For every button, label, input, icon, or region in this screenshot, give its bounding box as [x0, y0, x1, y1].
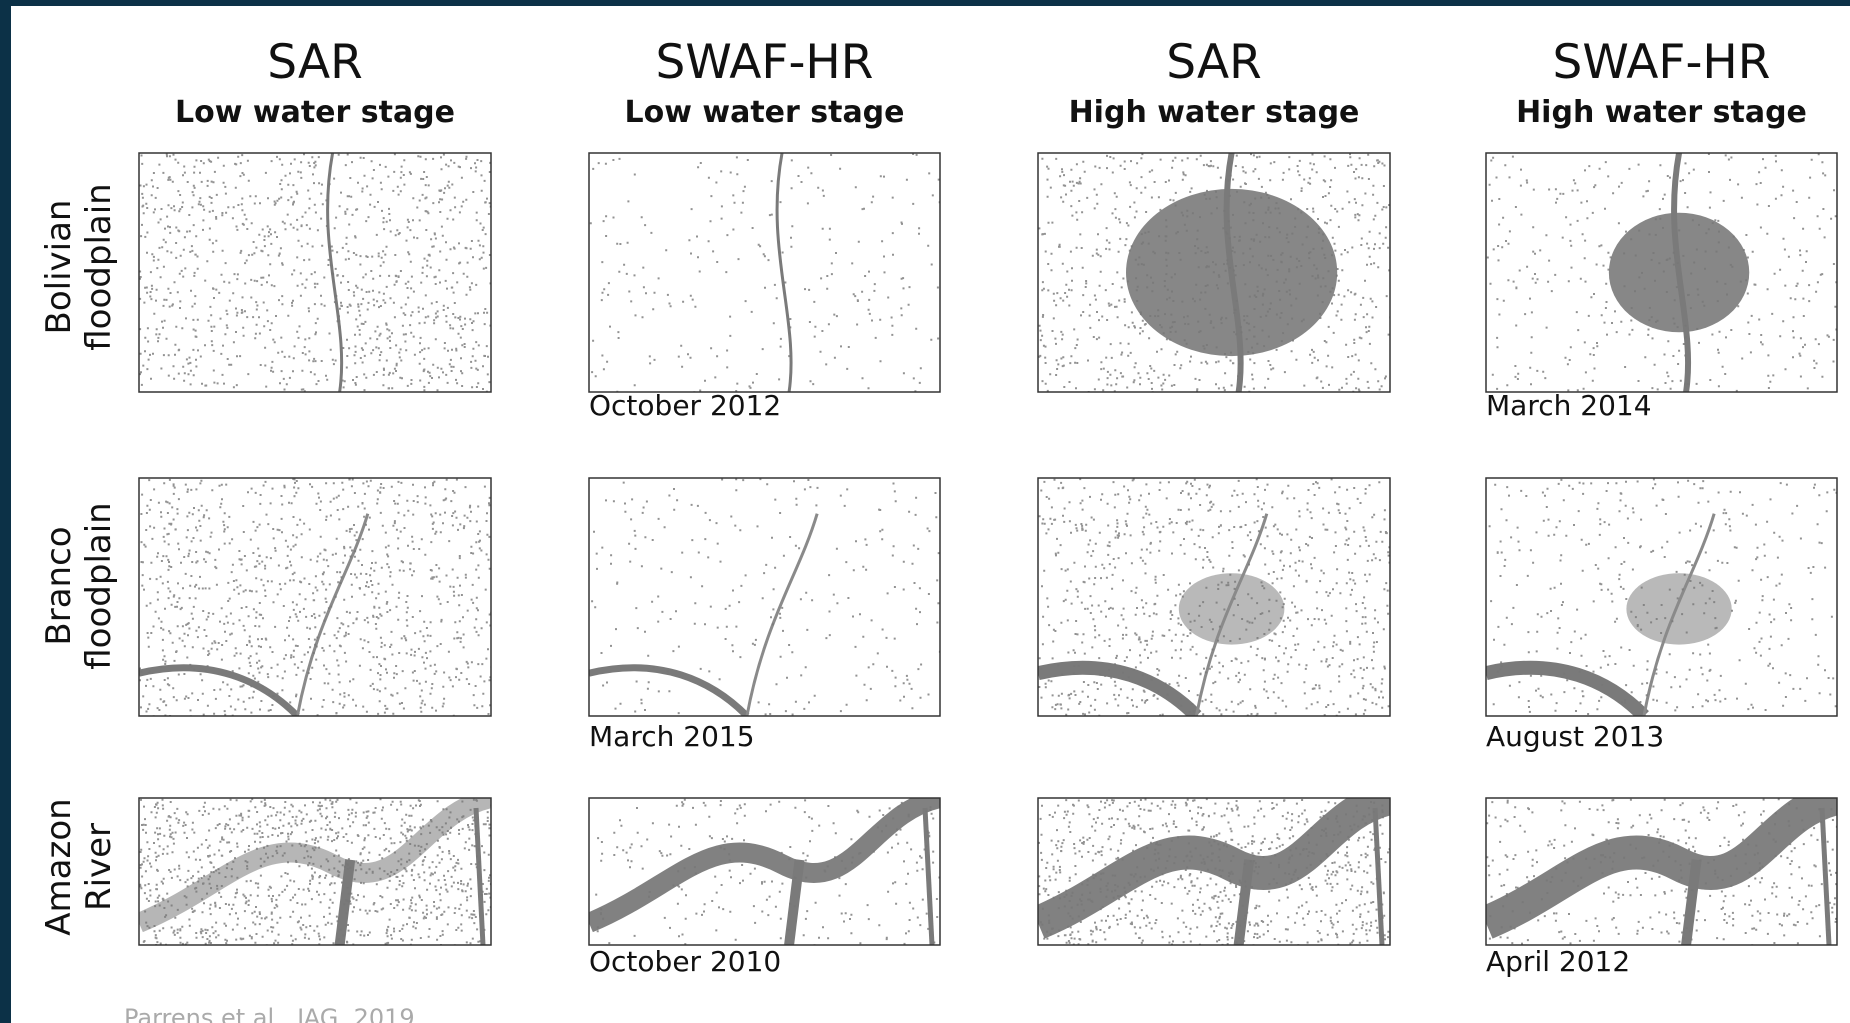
column-title: SWAF-HR	[656, 35, 874, 90]
tributary	[1819, 807, 1832, 945]
water-map	[139, 798, 491, 945]
river	[589, 798, 940, 933]
tributary	[473, 807, 486, 945]
speckle	[595, 798, 940, 945]
column-title: SAR	[267, 35, 363, 90]
tributary	[1233, 859, 1255, 945]
water-map	[1038, 478, 1390, 716]
panel-frame	[588, 477, 941, 717]
panel-frame	[138, 477, 492, 717]
panel-frame	[138, 152, 492, 393]
column-title: SWAF-HR	[1553, 35, 1771, 90]
tributary	[745, 513, 819, 716]
row-label-line: Amazon	[39, 798, 79, 935]
row-label-line: Branco	[39, 526, 79, 645]
panel-frame	[1485, 477, 1838, 717]
panel-frame	[1037, 477, 1391, 717]
citation: Parrens et al., JAG, 2019	[124, 1004, 415, 1023]
column-subtitle: High water stage	[1516, 95, 1807, 130]
water-map	[1486, 798, 1837, 945]
water-map	[589, 478, 940, 716]
row-label-line: River	[79, 823, 119, 911]
flooded-area	[1608, 212, 1750, 333]
water-map	[1486, 153, 1837, 392]
tributary	[922, 807, 935, 945]
flooded-area	[1178, 573, 1285, 645]
panel-date: October 2010	[589, 945, 781, 978]
panel-date: August 2013	[1486, 720, 1664, 753]
river	[326, 153, 344, 392]
row-label-line: floodplain	[79, 502, 119, 669]
water-map	[589, 798, 940, 945]
panel-date: March 2014	[1486, 389, 1652, 422]
panel-frame	[1485, 152, 1838, 393]
water-map	[1038, 153, 1390, 392]
river	[775, 153, 793, 392]
row-label: Amazon River	[39, 798, 119, 935]
row-label-line: Bolivian	[39, 200, 79, 335]
panel-frame	[138, 797, 492, 946]
water-map	[1486, 478, 1837, 716]
river	[1486, 660, 1649, 716]
water-map	[139, 153, 491, 392]
water-map	[1038, 798, 1390, 945]
panel-frame	[588, 152, 941, 393]
river	[1486, 798, 1837, 939]
water-map	[589, 153, 940, 392]
panel-date: October 2012	[589, 389, 781, 422]
speckle	[1038, 478, 1390, 716]
speckle	[139, 798, 491, 945]
river	[1038, 798, 1390, 939]
panel-frame	[1037, 797, 1391, 946]
panel-date: March 2015	[589, 720, 755, 753]
speckle	[589, 153, 940, 392]
tributary	[784, 859, 805, 945]
panel-frame	[1485, 797, 1838, 946]
column-subtitle: High water stage	[1069, 95, 1360, 130]
row-label: Branco floodplain	[39, 502, 119, 669]
column-title: SAR	[1166, 35, 1262, 90]
panel-date: April 2012	[1486, 945, 1630, 978]
column-subtitle: Low water stage	[175, 95, 455, 130]
speckle	[1038, 153, 1390, 392]
flooded-area	[1626, 573, 1732, 645]
panel-frame	[1037, 152, 1391, 393]
tributary	[1681, 859, 1702, 945]
river	[1038, 660, 1202, 716]
river	[589, 664, 750, 716]
speckle	[139, 153, 491, 392]
river	[139, 664, 300, 716]
panel-frame	[588, 797, 941, 946]
flooded-area	[1126, 188, 1338, 357]
water-map	[139, 478, 491, 716]
row-label-line: floodplain	[79, 183, 119, 350]
tributary	[295, 513, 370, 716]
row-label: Bolivian floodplain	[39, 183, 119, 350]
column-subtitle: Low water stage	[624, 95, 904, 130]
